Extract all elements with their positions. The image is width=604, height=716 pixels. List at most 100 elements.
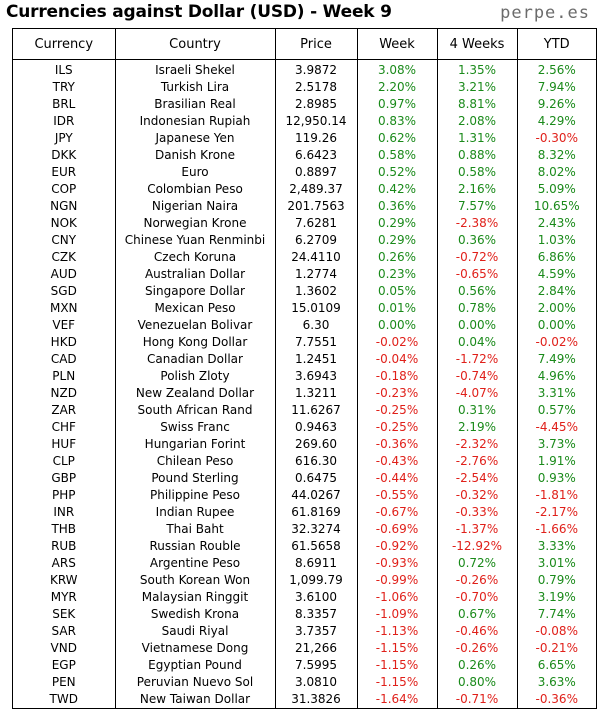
- week-change-cell: -1.15%: [356, 674, 437, 691]
- currency-code-cell: HUF: [51, 437, 77, 451]
- ytd-change-cell: 10.65%: [516, 198, 596, 215]
- week-change-cell: 0.01%: [356, 300, 437, 317]
- price-cell: 7.5995: [274, 657, 357, 674]
- table-row: CNY Chinese Yuan Renminbi 6.2709 0.29% 0.36%…: [13, 232, 596, 249]
- four-week-change-cell: -0.26%: [436, 572, 517, 589]
- price-cell: 201.7563: [274, 198, 357, 215]
- table-row: ARS Argentine Peso 8.6911 -0.93% 0.72% 3.01%: [13, 555, 596, 572]
- week-change-cell: 0.00%: [356, 317, 437, 334]
- table-row: VND Vietnamese Dong 21,266 -1.15% -0.26% -0.2…: [13, 640, 596, 657]
- table-row: COP Colombian Peso 2,489.37 0.42% 2.16% 5.09%: [13, 181, 596, 198]
- currency-code-cell: EGP: [51, 658, 76, 672]
- currency-code-cell: MYR: [50, 590, 77, 604]
- price-cell: 6.2709: [274, 232, 357, 249]
- week-change-cell: -0.43%: [356, 453, 437, 470]
- currency-table-container: Currency Country Price Week 4 Weeks YTD …: [12, 28, 597, 709]
- price-cell: 3.6100: [274, 589, 357, 606]
- table-row: IDR Indonesian Rupiah 12,950.14 0.83% 2.08% 4…: [13, 113, 596, 130]
- currency-code-cell: ILS: [54, 63, 73, 77]
- week-change-cell: -0.04%: [356, 351, 437, 368]
- week-change-cell: -0.55%: [356, 487, 437, 504]
- four-week-change-cell: 1.31%: [436, 130, 517, 147]
- four-week-change-cell: -0.70%: [436, 589, 517, 606]
- currency-code-cell: THB: [51, 522, 77, 536]
- price-cell: 2.8985: [274, 96, 357, 113]
- ytd-change-cell: 7.74%: [516, 606, 596, 623]
- ytd-change-cell: 8.02%: [516, 164, 596, 181]
- four-week-change-cell: -4.07%: [436, 385, 517, 402]
- four-week-change-cell: 0.26%: [436, 657, 517, 674]
- week-change-cell: -0.69%: [356, 521, 437, 538]
- four-week-change-cell: 3.21%: [436, 79, 517, 96]
- ytd-change-cell: 2.56%: [516, 59, 596, 79]
- price-cell: 7.7551: [274, 334, 357, 351]
- week-change-cell: 0.23%: [356, 266, 437, 283]
- currency-code-cell: TWD: [49, 692, 78, 706]
- country-name-cell: Euro: [114, 164, 275, 181]
- currency-code-cell: CLP: [52, 454, 75, 468]
- brand-watermark: perpe.es: [500, 3, 590, 23]
- country-name-cell: Canadian Dollar: [114, 351, 275, 368]
- week-change-cell: -0.93%: [356, 555, 437, 572]
- country-name-cell: Hungarian Forint: [114, 436, 275, 453]
- four-week-change-cell: -0.26%: [436, 640, 517, 657]
- four-week-change-cell: 8.81%: [436, 96, 517, 113]
- week-change-cell: -0.25%: [356, 402, 437, 419]
- ytd-change-cell: 7.49%: [516, 351, 596, 368]
- ytd-change-cell: 1.03%: [516, 232, 596, 249]
- table-row: GBP Pound Sterling 0.6475 -0.44% -2.54% 0.93%: [13, 470, 596, 487]
- ytd-change-cell: 0.79%: [516, 572, 596, 589]
- table-row: TRY Turkish Lira 2.5178 2.20% 3.21% 7.94%: [13, 79, 596, 96]
- country-name-cell: Brasilian Real: [114, 96, 275, 113]
- country-name-cell: Israeli Shekel: [114, 59, 275, 79]
- price-cell: 11.6267: [274, 402, 357, 419]
- week-change-cell: -1.13%: [356, 623, 437, 640]
- ytd-change-cell: -0.21%: [516, 640, 596, 657]
- table-header-row: Currency Country Price Week 4 Weeks YTD: [13, 29, 596, 60]
- ytd-change-cell: -0.02%: [516, 334, 596, 351]
- week-change-cell: 0.29%: [356, 232, 437, 249]
- ytd-change-cell: 2.00%: [516, 300, 596, 317]
- column-header: Currency: [13, 29, 115, 60]
- table-row: NZD New Zealand Dollar 1.3211 -0.23% -4.07% 3…: [13, 385, 596, 402]
- country-name-cell: Peruvian Nuevo Sol: [114, 674, 275, 691]
- country-name-cell: South African Rand: [114, 402, 275, 419]
- currency-code-cell: NOK: [50, 216, 77, 230]
- table-row: EGP Egyptian Pound 7.5995 -1.15% 0.26% 6.65%: [13, 657, 596, 674]
- price-cell: 21,266: [274, 640, 357, 657]
- currency-code-cell: CAD: [50, 352, 77, 366]
- currency-code-cell: CZK: [51, 250, 76, 264]
- ytd-change-cell: -4.45%: [516, 419, 596, 436]
- week-change-cell: 0.97%: [356, 96, 437, 113]
- country-name-cell: Argentine Peso: [114, 555, 275, 572]
- week-change-cell: -0.99%: [356, 572, 437, 589]
- ytd-change-cell: 3.73%: [516, 436, 596, 453]
- ytd-change-cell: -0.08%: [516, 623, 596, 640]
- ytd-change-cell: 2.43%: [516, 215, 596, 232]
- ytd-change-cell: 3.33%: [516, 538, 596, 555]
- country-name-cell: Indonesian Rupiah: [114, 113, 275, 130]
- table-row: JPY Japanese Yen 119.26 0.62% 1.31% -0.30%: [13, 130, 596, 147]
- four-week-change-cell: 0.31%: [436, 402, 517, 419]
- ytd-change-cell: 8.32%: [516, 147, 596, 164]
- week-change-cell: 0.62%: [356, 130, 437, 147]
- table-row: KRW South Korean Won 1,099.79 -0.99% -0.26% 0…: [13, 572, 596, 589]
- week-change-cell: 0.05%: [356, 283, 437, 300]
- country-name-cell: Venezuelan Bolivar: [114, 317, 275, 334]
- table-row: SAR Saudi Riyal 3.7357 -1.13% -0.46% -0.08%: [13, 623, 596, 640]
- table-row: CZK Czech Koruna 24.4110 0.26% -0.72% 6.86%: [13, 249, 596, 266]
- four-week-change-cell: -2.54%: [436, 470, 517, 487]
- week-change-cell: -1.15%: [356, 640, 437, 657]
- week-change-cell: -1.09%: [356, 606, 437, 623]
- price-cell: 1.2451: [274, 351, 357, 368]
- four-week-change-cell: -0.33%: [436, 504, 517, 521]
- ytd-change-cell: 4.29%: [516, 113, 596, 130]
- week-change-cell: -0.25%: [356, 419, 437, 436]
- ytd-change-cell: 5.09%: [516, 181, 596, 198]
- country-name-cell: Nigerian Naira: [114, 198, 275, 215]
- ytd-change-cell: 9.26%: [516, 96, 596, 113]
- week-change-cell: 2.20%: [356, 79, 437, 96]
- ytd-change-cell: 3.19%: [516, 589, 596, 606]
- ytd-change-cell: -0.30%: [516, 130, 596, 147]
- column-header: Price: [274, 29, 357, 60]
